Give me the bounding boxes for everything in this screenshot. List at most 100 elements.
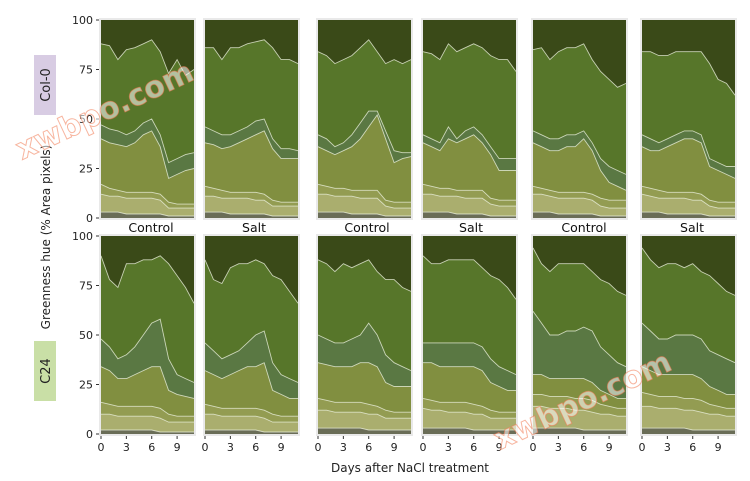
boundary-line-2 xyxy=(642,405,735,417)
area-layer-5 xyxy=(205,331,298,399)
boundary-line-6 xyxy=(100,255,195,304)
panel-c24-salt-1 xyxy=(203,234,300,436)
boundary-line-4 xyxy=(317,114,412,164)
panels-layer xyxy=(99,18,737,436)
boundary-line-2 xyxy=(318,193,411,209)
area-layer-6 xyxy=(642,51,735,167)
area-layer-4 xyxy=(205,130,298,203)
boundary-line-6 xyxy=(532,43,627,88)
boundary-line-4 xyxy=(204,130,298,160)
area-layer-5 xyxy=(642,130,735,179)
boundary-line-3 xyxy=(204,185,298,203)
condition-label-salt-1: Salt xyxy=(242,220,266,235)
area-layer-3 xyxy=(533,186,626,209)
area-layer-5 xyxy=(318,111,411,163)
x-tick-label-3: 3 xyxy=(555,441,562,454)
x-tick-label-6: 6 xyxy=(252,441,259,454)
boundary-line-1 xyxy=(205,429,298,433)
area-layer-5 xyxy=(205,119,298,159)
area-layer-6 xyxy=(101,255,194,383)
area-layer-7 xyxy=(101,236,194,304)
area-layer-7 xyxy=(318,20,411,64)
boundary-line-5 xyxy=(641,322,736,364)
panel-c24-control-1 xyxy=(99,234,196,436)
area-layer-6 xyxy=(423,255,516,375)
boundary-line-1 xyxy=(205,211,298,217)
boundary-line-5 xyxy=(204,118,299,152)
panel-c24-control-3 xyxy=(531,234,628,436)
x-tick-label-9: 9 xyxy=(496,441,503,454)
area-layer-7 xyxy=(642,20,735,96)
boundary-line-1 xyxy=(318,427,411,431)
x-tick-label-0: 0 xyxy=(202,441,209,454)
panel-col0-salt-2 xyxy=(421,18,518,220)
area-layer-4 xyxy=(101,130,194,205)
boundary-line-4 xyxy=(423,362,516,391)
area-layer-4 xyxy=(423,362,516,413)
area-layer-1 xyxy=(205,430,298,434)
boundary-line-1 xyxy=(101,429,194,433)
area-layer-1 xyxy=(318,212,411,218)
area-layer-4 xyxy=(533,374,626,409)
boundary-line-3 xyxy=(422,183,516,201)
boundary-line-2 xyxy=(641,193,735,209)
area-layer-4 xyxy=(423,134,516,201)
area-layer-2 xyxy=(423,408,516,430)
boundary-line-3 xyxy=(422,397,516,413)
boundary-line-5 xyxy=(317,110,411,154)
x-axis-title: Days after NaCl treatment xyxy=(331,461,489,475)
area-layer-2 xyxy=(101,194,194,216)
boundary-line-3 xyxy=(204,403,298,417)
boundary-line-3 xyxy=(532,185,626,201)
x-tick-label-3: 3 xyxy=(227,441,234,454)
area-layer-3 xyxy=(533,394,626,417)
boundary-line-3 xyxy=(317,183,411,203)
boundary-line-2 xyxy=(533,405,626,417)
area-layer-3 xyxy=(101,402,194,423)
boundary-line-5 xyxy=(100,118,195,164)
area-layer-3 xyxy=(423,398,516,419)
area-layer-6 xyxy=(205,259,298,383)
y-tick-label-75: 75 xyxy=(79,280,93,293)
x-tick-label-6: 6 xyxy=(148,441,155,454)
condition-label-salt-2: Salt xyxy=(459,220,483,235)
boundary-line-2 xyxy=(101,413,194,423)
boundary-line-2 xyxy=(205,195,298,207)
area-layer-1 xyxy=(533,428,626,434)
area-layer-2 xyxy=(205,196,298,216)
boundary-line-6 xyxy=(422,43,517,72)
area-layer-2 xyxy=(318,410,411,430)
boundary-line-1 xyxy=(423,211,516,217)
boundary-line-5 xyxy=(641,130,735,167)
area-layer-2 xyxy=(642,194,735,216)
panel-col0-salt-3 xyxy=(640,18,737,220)
x-tick-label-9: 9 xyxy=(391,441,398,454)
x-tick-label-3: 3 xyxy=(340,441,347,454)
y-tick-label-100: 100 xyxy=(72,230,93,243)
boundary-line-6 xyxy=(642,51,736,96)
boundary-line-1 xyxy=(318,211,411,217)
panel-c24-control-2 xyxy=(316,234,413,436)
area-layer-4 xyxy=(101,366,194,417)
area-layer-4 xyxy=(642,138,735,203)
area-layer-3 xyxy=(318,398,411,419)
boundary-line-3 xyxy=(641,391,735,409)
area-layer-7 xyxy=(533,20,626,88)
area-layer-2 xyxy=(101,414,194,432)
area-layer-6 xyxy=(423,43,516,159)
area-layer-6 xyxy=(533,43,626,175)
area-layer-6 xyxy=(533,247,626,367)
boundary-line-4 xyxy=(641,366,735,395)
boundary-line-1 xyxy=(642,211,735,217)
boundary-line-3 xyxy=(641,185,735,203)
boundary-line-4 xyxy=(533,374,626,399)
x-tick-label-6: 6 xyxy=(470,441,477,454)
area-layer-2 xyxy=(533,194,626,216)
x-tick-label-9: 9 xyxy=(278,441,285,454)
x-tick-label-0: 0 xyxy=(420,441,427,454)
boundary-line-5 xyxy=(204,330,299,383)
x-tick-label-0: 0 xyxy=(315,441,322,454)
y-tick-label-0: 0 xyxy=(86,212,93,225)
boundary-line-6 xyxy=(641,247,736,296)
y-tick-label-0: 0 xyxy=(86,428,93,441)
